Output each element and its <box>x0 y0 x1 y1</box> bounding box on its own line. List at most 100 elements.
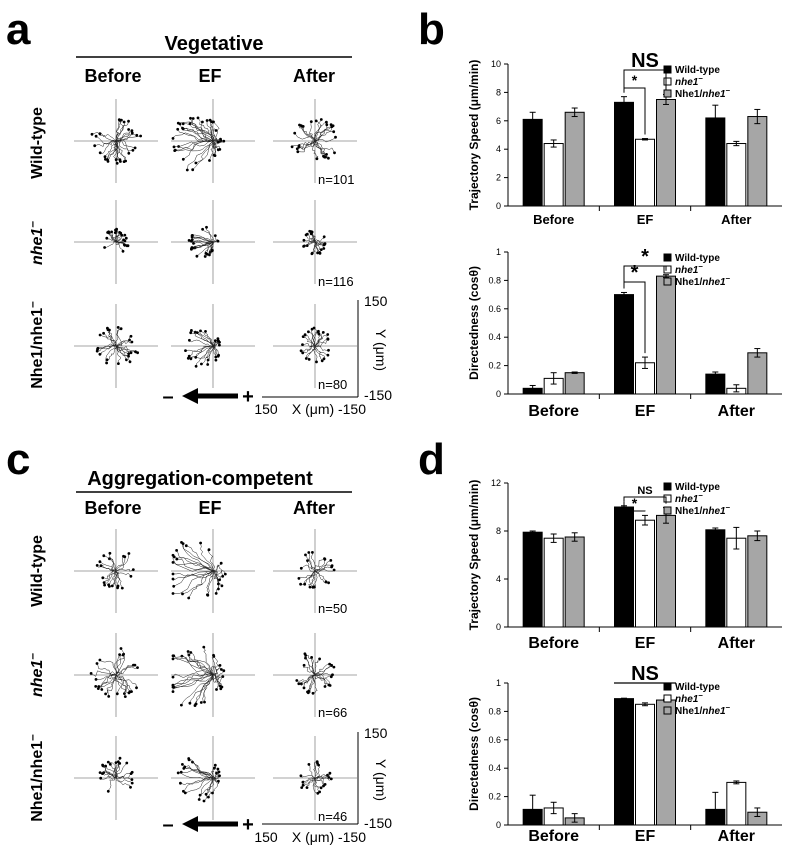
trajectory-endpoint <box>301 335 305 338</box>
cell-trajectory <box>314 125 334 142</box>
cell-trajectory <box>173 140 214 148</box>
y-tick-label: 0.8 <box>488 706 501 716</box>
trajectory-endpoint <box>223 572 227 576</box>
trajectory-endpoint <box>290 145 294 149</box>
cell-trajectory <box>188 758 214 779</box>
legend-swatch-rescue <box>663 89 672 98</box>
trajectory-endpoint <box>180 654 184 658</box>
trajectory-endpoint <box>323 243 326 246</box>
cell-trajectory <box>313 345 325 359</box>
cell-trajectory <box>302 777 316 786</box>
cell-trajectory <box>300 775 316 779</box>
cell-trajectory <box>96 671 117 680</box>
trajectory-endpoint <box>102 581 106 584</box>
trajectory-endpoint <box>217 770 221 774</box>
field-plus: + <box>242 386 254 408</box>
trajectory-endpoint <box>114 229 118 233</box>
bar-wild-type <box>522 118 543 207</box>
cell-trajectory <box>191 239 214 244</box>
trajectory-endpoint <box>117 362 120 365</box>
trajectory-endpoint <box>316 761 319 765</box>
trajectory-endpoint <box>323 557 326 560</box>
trajectory-endpoint <box>190 234 194 237</box>
cell-trajectory <box>308 570 316 588</box>
x-category-label: Before <box>528 635 579 652</box>
trajectory-endpoint <box>219 561 223 565</box>
trajectory-endpoint <box>322 357 326 361</box>
x-category-label: After <box>718 635 755 652</box>
cell-trajectory <box>212 569 226 576</box>
cell-trajectory <box>183 768 214 779</box>
cell-trajectory <box>211 664 221 676</box>
cell-trajectory <box>107 346 117 361</box>
trajectory-endpoint <box>194 161 198 165</box>
cell-trajectory <box>173 673 214 688</box>
cell-trajectory <box>306 345 316 359</box>
significance-bracket <box>623 501 646 512</box>
trajectory-endpoint <box>185 168 189 172</box>
y-axis-label: Directedness (cosθ) <box>467 697 481 811</box>
cell-trajectory <box>307 233 316 242</box>
cell-trajectory <box>212 771 220 780</box>
trajectory-grid-c <box>74 529 357 820</box>
trajectory-endpoint <box>130 781 134 785</box>
trajectory-endpoint <box>213 154 217 158</box>
trajectory-endpoint <box>208 253 211 257</box>
legend-swatch-wild-type <box>663 482 672 491</box>
x-category-label: After <box>718 403 755 420</box>
cell-trajectory <box>181 542 214 572</box>
trajectory-endpoint <box>327 581 330 585</box>
trajectory-endpoint <box>311 691 315 695</box>
trajectory-endpoint <box>89 672 93 675</box>
bar-nhe1 <box>543 537 564 628</box>
cell-trajectory <box>178 772 214 780</box>
cell-trajectory <box>207 549 215 571</box>
trajectory-endpoint <box>98 352 102 356</box>
trajectory-endpoint <box>214 355 218 359</box>
cell-trajectory <box>303 239 316 243</box>
cell-trajectory <box>115 230 119 243</box>
cell-trajectory <box>314 331 321 347</box>
trajectory-endpoint <box>122 238 125 242</box>
trajectory-endpoint <box>299 349 303 353</box>
cell-trajectory <box>212 570 223 586</box>
cell-trajectory <box>212 674 219 690</box>
trajectory-endpoint <box>187 239 191 242</box>
trajectory-endpoint <box>171 572 175 576</box>
cell-trajectory <box>182 543 214 572</box>
cell-trajectory <box>291 140 316 147</box>
cell-trajectory <box>90 670 117 677</box>
cell-trajectory <box>177 129 214 142</box>
bar-rescue <box>656 514 676 628</box>
cell-trajectory <box>314 570 329 584</box>
trajectory-endpoint <box>205 119 209 122</box>
bar-nhe1 <box>726 537 747 628</box>
cell-trajectory <box>212 777 219 794</box>
trajectory-endpoint <box>217 353 221 357</box>
cell-trajectory <box>185 345 214 352</box>
trajectory-endpoint <box>130 778 134 781</box>
cell-trajectory <box>314 338 329 347</box>
trajectory-endpoint <box>108 551 112 555</box>
trajectory-endpoint <box>328 662 331 666</box>
trajectory-endpoint <box>180 541 183 544</box>
trajectory-endpoint <box>189 116 192 120</box>
cell-trajectory <box>100 140 117 154</box>
bar-nhe1 <box>543 143 564 207</box>
trajectory-endpoint <box>330 565 333 569</box>
x-category-label: Before <box>528 403 579 420</box>
trajectory-endpoint <box>216 767 220 771</box>
trajectory-endpoint <box>126 244 130 248</box>
trajectory-endpoint <box>135 686 138 690</box>
trajectory-endpoint <box>98 771 102 774</box>
trajectory-endpoint <box>326 333 330 336</box>
cell-trajectory <box>302 336 316 347</box>
trajectory-endpoint <box>176 127 180 131</box>
x-category-label: EF <box>635 828 656 845</box>
y-tick-label: 0 <box>496 622 501 632</box>
cell-trajectory <box>308 674 316 693</box>
trajectory-endpoint <box>320 359 324 363</box>
cell-trajectory <box>207 570 214 596</box>
cell-trajectory <box>91 131 117 142</box>
cell-trajectory <box>314 124 332 142</box>
